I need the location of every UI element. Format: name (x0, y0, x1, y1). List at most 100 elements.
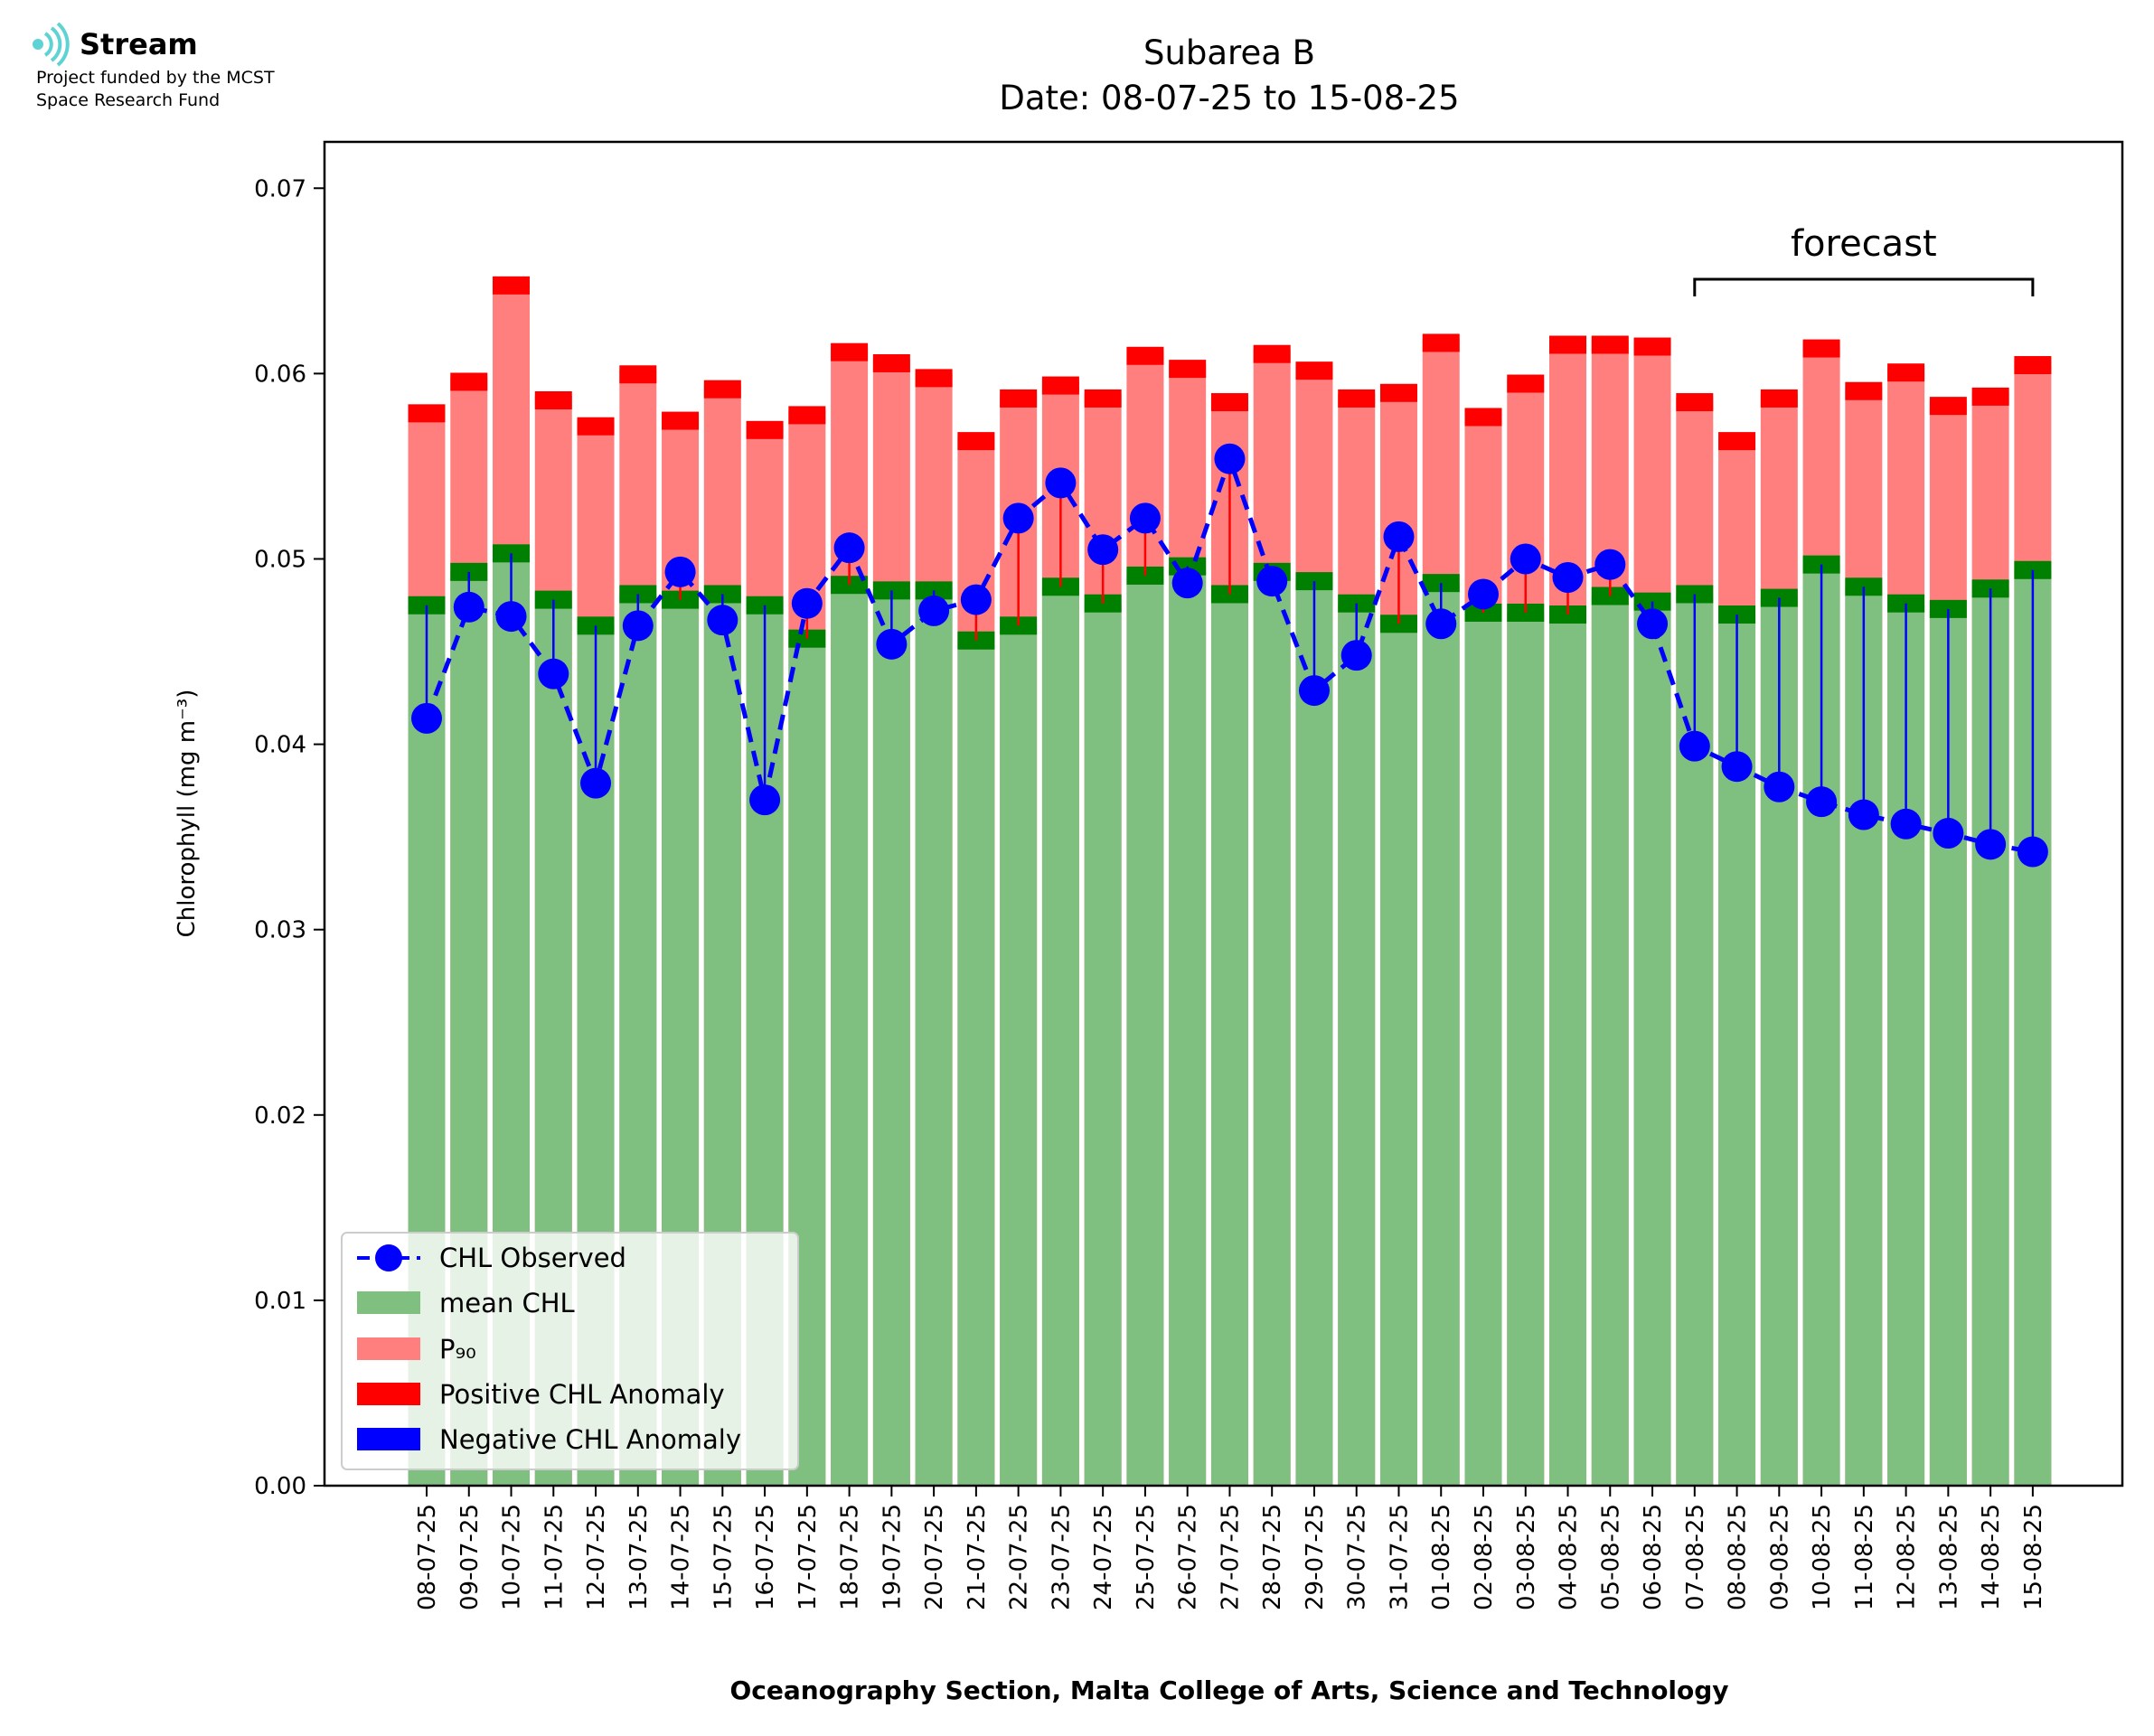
mean-bar (1169, 566, 1207, 1486)
observed-marker (1721, 751, 1753, 783)
p90-band (1295, 361, 1333, 380)
x-tick-label: 12-08-25 (1894, 1504, 1921, 1610)
legend-label-observed: CHL Observed (439, 1243, 626, 1273)
mean-bar (1379, 624, 1417, 1486)
y-tick-label: 0.00 (254, 1473, 306, 1500)
mean-bar (1295, 581, 1333, 1486)
observed-marker (495, 601, 527, 633)
x-tick-label: 26-07-25 (1175, 1504, 1202, 1610)
mean-bar (1464, 612, 1502, 1486)
x-tick-label: 29-07-25 (1302, 1504, 1329, 1610)
stream-logo: Stream Project funded by the MCST Space … (33, 22, 275, 110)
x-tick-label: 31-07-25 (1386, 1504, 1413, 1610)
p90-band (2014, 356, 2052, 375)
stream-waves-icon (33, 22, 70, 67)
mean-bar (1084, 603, 1122, 1486)
observed-marker (1298, 675, 1330, 707)
x-tick-label: 08-08-25 (1725, 1504, 1752, 1610)
p90-band (746, 420, 784, 439)
p90-band (1591, 335, 1629, 354)
observed-marker (707, 605, 738, 636)
p90-band (1253, 344, 1291, 363)
observed-marker (1087, 534, 1119, 566)
observed-marker (453, 591, 484, 623)
p90-band (1126, 346, 1164, 365)
p90-band (1718, 432, 1756, 451)
p90-band (831, 343, 869, 361)
p90-band (788, 406, 826, 425)
p90-band (1845, 381, 1883, 400)
p90-band (703, 380, 741, 399)
observed-marker (791, 587, 823, 619)
x-tick-label: 13-08-25 (1935, 1504, 1962, 1610)
legend-label-p90: P₉₀ (439, 1334, 476, 1365)
mean-bar (831, 585, 869, 1486)
p90-band (1887, 363, 1925, 382)
legend-swatch-positive (357, 1383, 420, 1405)
observed-marker (1806, 786, 1838, 818)
observed-marker (664, 556, 696, 587)
legend-item-positive: Positive CHL Anomaly (357, 1379, 725, 1410)
legend-item-mean: mean CHL (357, 1288, 575, 1318)
observed-marker (1468, 578, 1499, 610)
p90-band (1549, 335, 1587, 354)
mean-bar (1507, 612, 1545, 1486)
x-tick-label: 14-08-25 (1978, 1504, 2005, 1610)
p90-band (1084, 389, 1122, 408)
legend: CHL Observed mean CHL P₉₀ Positive CHL A… (341, 1232, 799, 1470)
legend-box (341, 1232, 799, 1470)
x-tick-label: 02-08-25 (1471, 1504, 1498, 1610)
observed-marker (580, 767, 612, 799)
observed-marker (918, 595, 950, 626)
observed-marker (1975, 829, 2007, 860)
x-tick-label: 30-07-25 (1344, 1504, 1371, 1610)
observed-marker (749, 784, 781, 816)
p90-band (662, 411, 700, 430)
x-tick-label: 23-07-25 (1048, 1504, 1075, 1610)
x-tick-label: 17-07-25 (795, 1504, 822, 1610)
legend-label-mean: mean CHL (439, 1288, 575, 1318)
x-tick-label: 16-07-25 (752, 1504, 779, 1610)
observed-marker (411, 702, 442, 734)
observed-marker (1045, 467, 1077, 499)
mean-bar (957, 640, 995, 1486)
x-tick-label: 09-08-25 (1766, 1504, 1793, 1610)
p90-band (1422, 333, 1460, 352)
observed-marker (1383, 521, 1415, 552)
p90-band (619, 365, 657, 384)
p90-band (1802, 339, 1840, 358)
x-tick-label: 09-07-25 (456, 1504, 484, 1610)
p90-band (872, 353, 910, 372)
legend-label-negative: Negative CHL Anomaly (439, 1424, 741, 1455)
observed-marker (1890, 808, 1922, 840)
x-tick-label: 15-08-25 (2020, 1504, 2047, 1610)
y-axis-label: Chlorophyll (mg m⁻³) (174, 690, 201, 938)
chart-title: Subarea B (1143, 33, 1315, 72)
legend-item-negative: Negative CHL Anomaly (357, 1424, 741, 1455)
x-tick-label: 19-07-25 (879, 1504, 906, 1610)
x-tick-label: 04-08-25 (1556, 1504, 1583, 1610)
p90-band (1971, 387, 2009, 406)
observed-marker (1764, 771, 1795, 802)
y-tick-label: 0.01 (254, 1288, 306, 1315)
observed-marker (1171, 568, 1203, 599)
x-tick-label: 27-07-25 (1217, 1504, 1244, 1610)
x-tick-label: 03-08-25 (1513, 1504, 1540, 1610)
observed-marker (1256, 566, 1288, 597)
observed-marker (876, 628, 908, 660)
observed-marker (960, 584, 992, 615)
observed-marker (1637, 608, 1669, 640)
x-tick-label: 18-07-25 (837, 1504, 864, 1610)
chart-subtitle: Date: 08-07-25 to 15-08-25 (999, 79, 1459, 117)
plot-frame (323, 140, 2124, 1487)
x-tick-label: 15-07-25 (710, 1504, 737, 1610)
p90-band (534, 390, 572, 409)
legend-item-p90: P₉₀ (357, 1334, 476, 1365)
mean-bar (1338, 603, 1376, 1486)
forecast-annotation: forecast (1693, 223, 2035, 296)
logo-funding-line-1: Project funded by the MCST (36, 68, 275, 88)
x-tick-label: 25-07-25 (1133, 1504, 1160, 1610)
p90-band (450, 372, 488, 391)
x-tick-label: 28-07-25 (1259, 1504, 1286, 1610)
mean-bar (1210, 594, 1248, 1486)
